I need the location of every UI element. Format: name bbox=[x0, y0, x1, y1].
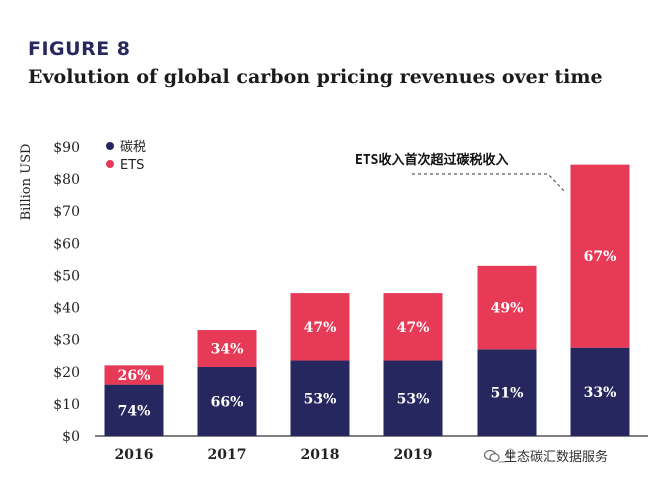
bar-tax-2021 bbox=[570, 347, 630, 436]
annotation-leader bbox=[412, 173, 567, 194]
bar-ets-2019 bbox=[383, 293, 443, 361]
bar-ets-2020 bbox=[477, 265, 537, 350]
data-label: 47% bbox=[304, 320, 337, 336]
y-tick-label: $40 bbox=[53, 301, 80, 317]
legend-marker-tax bbox=[106, 142, 114, 150]
data-label: 53% bbox=[304, 391, 337, 407]
x-tick-label: 2016 bbox=[115, 447, 154, 463]
chart-title: Evolution of global carbon pricing reven… bbox=[28, 66, 603, 88]
data-label: 26% bbox=[118, 368, 151, 384]
figure-label: FIGURE 8 bbox=[28, 38, 131, 60]
y-tick-label: $30 bbox=[53, 333, 80, 349]
bar-ets-2017 bbox=[197, 330, 257, 367]
y-tick-label: $50 bbox=[53, 268, 80, 284]
y-tick-label: $80 bbox=[53, 172, 80, 188]
annotation: ETS收入首次超过碳税收入 bbox=[355, 152, 567, 194]
wechat-icon bbox=[484, 449, 500, 462]
y-axis-label: Billion USD bbox=[19, 144, 34, 221]
data-label: 53% bbox=[397, 391, 430, 407]
x-tick-label: 2019 bbox=[394, 447, 433, 463]
legend-marker-ets bbox=[106, 160, 114, 168]
watermark: 生态碳汇数据服务 bbox=[484, 446, 609, 465]
data-label: 51% bbox=[491, 386, 524, 402]
axis-layer: Billion USD $0 $10 $20 $30 $40 $50 $60 $70 $80 $90… bbox=[19, 140, 648, 463]
watermark-text: 生态碳汇数据服务 bbox=[504, 450, 609, 465]
y-tick-label: $60 bbox=[53, 236, 80, 252]
data-label: 34% bbox=[211, 341, 244, 357]
bar-tax-2017 bbox=[197, 366, 257, 436]
y-tick-label: $20 bbox=[53, 365, 80, 381]
y-tick-label: $10 bbox=[53, 397, 80, 413]
x-tick-label: 2017 bbox=[208, 447, 247, 463]
x-tick-label: 2018 bbox=[301, 447, 340, 463]
data-label: 47% bbox=[397, 320, 430, 336]
bar-layer: 74% 26% 66% 34% 53% 47% 53% 47% 51% 49% 33% 67% bbox=[104, 164, 630, 436]
legend-label: 碳税 bbox=[120, 140, 146, 155]
bar-tax-2020 bbox=[477, 349, 537, 436]
legend-label: ETS bbox=[120, 158, 144, 173]
data-label: 49% bbox=[491, 301, 524, 317]
bar-ets-2016 bbox=[104, 365, 164, 385]
data-label: 33% bbox=[584, 385, 617, 401]
y-tick-label: $90 bbox=[53, 140, 80, 156]
y-tick-label: $70 bbox=[53, 204, 80, 220]
bar-ets-2021 bbox=[570, 164, 630, 348]
bar-tax-2019 bbox=[383, 360, 443, 436]
legend: 碳税 ETS bbox=[106, 140, 146, 173]
y-tick-label: $0 bbox=[62, 429, 80, 445]
annotation-text: ETS收入首次超过碳税收入 bbox=[355, 152, 508, 168]
bar-tax-2016 bbox=[104, 384, 164, 436]
data-label: 67% bbox=[584, 249, 617, 265]
data-label: 66% bbox=[211, 394, 244, 410]
bar-ets-2018 bbox=[290, 293, 350, 361]
data-label: 74% bbox=[118, 403, 151, 419]
bar-tax-2018 bbox=[290, 360, 350, 436]
